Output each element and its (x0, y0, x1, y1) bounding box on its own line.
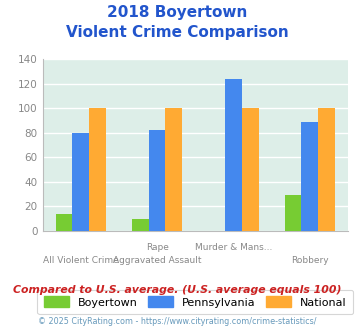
Bar (285, 195, 301, 231)
Legend: Boyertown, Pennsylvania, National: Boyertown, Pennsylvania, National (37, 290, 353, 314)
Bar (72, 133, 89, 231)
Bar (132, 219, 149, 231)
Bar (149, 130, 165, 231)
Bar (318, 109, 335, 231)
Text: Compared to U.S. average. (U.S. average equals 100): Compared to U.S. average. (U.S. average … (13, 285, 342, 295)
Text: Murder & Mans...: Murder & Mans... (195, 243, 272, 251)
Text: © 2025 CityRating.com - https://www.cityrating.com/crime-statistics/: © 2025 CityRating.com - https://www.city… (38, 317, 317, 326)
Text: Rape: Rape (146, 243, 169, 251)
Text: Violent Crime Comparison: Violent Crime Comparison (66, 25, 289, 40)
Text: 2018 Boyertown: 2018 Boyertown (107, 5, 248, 20)
Text: Aggravated Assault: Aggravated Assault (113, 256, 201, 265)
Text: Robbery: Robbery (291, 256, 328, 265)
Bar (242, 109, 258, 231)
Bar (89, 109, 106, 231)
Bar (56, 214, 72, 231)
Text: All Violent Crime: All Violent Crime (43, 256, 119, 265)
Bar (225, 79, 242, 231)
Bar (165, 109, 182, 231)
Bar (301, 122, 318, 231)
